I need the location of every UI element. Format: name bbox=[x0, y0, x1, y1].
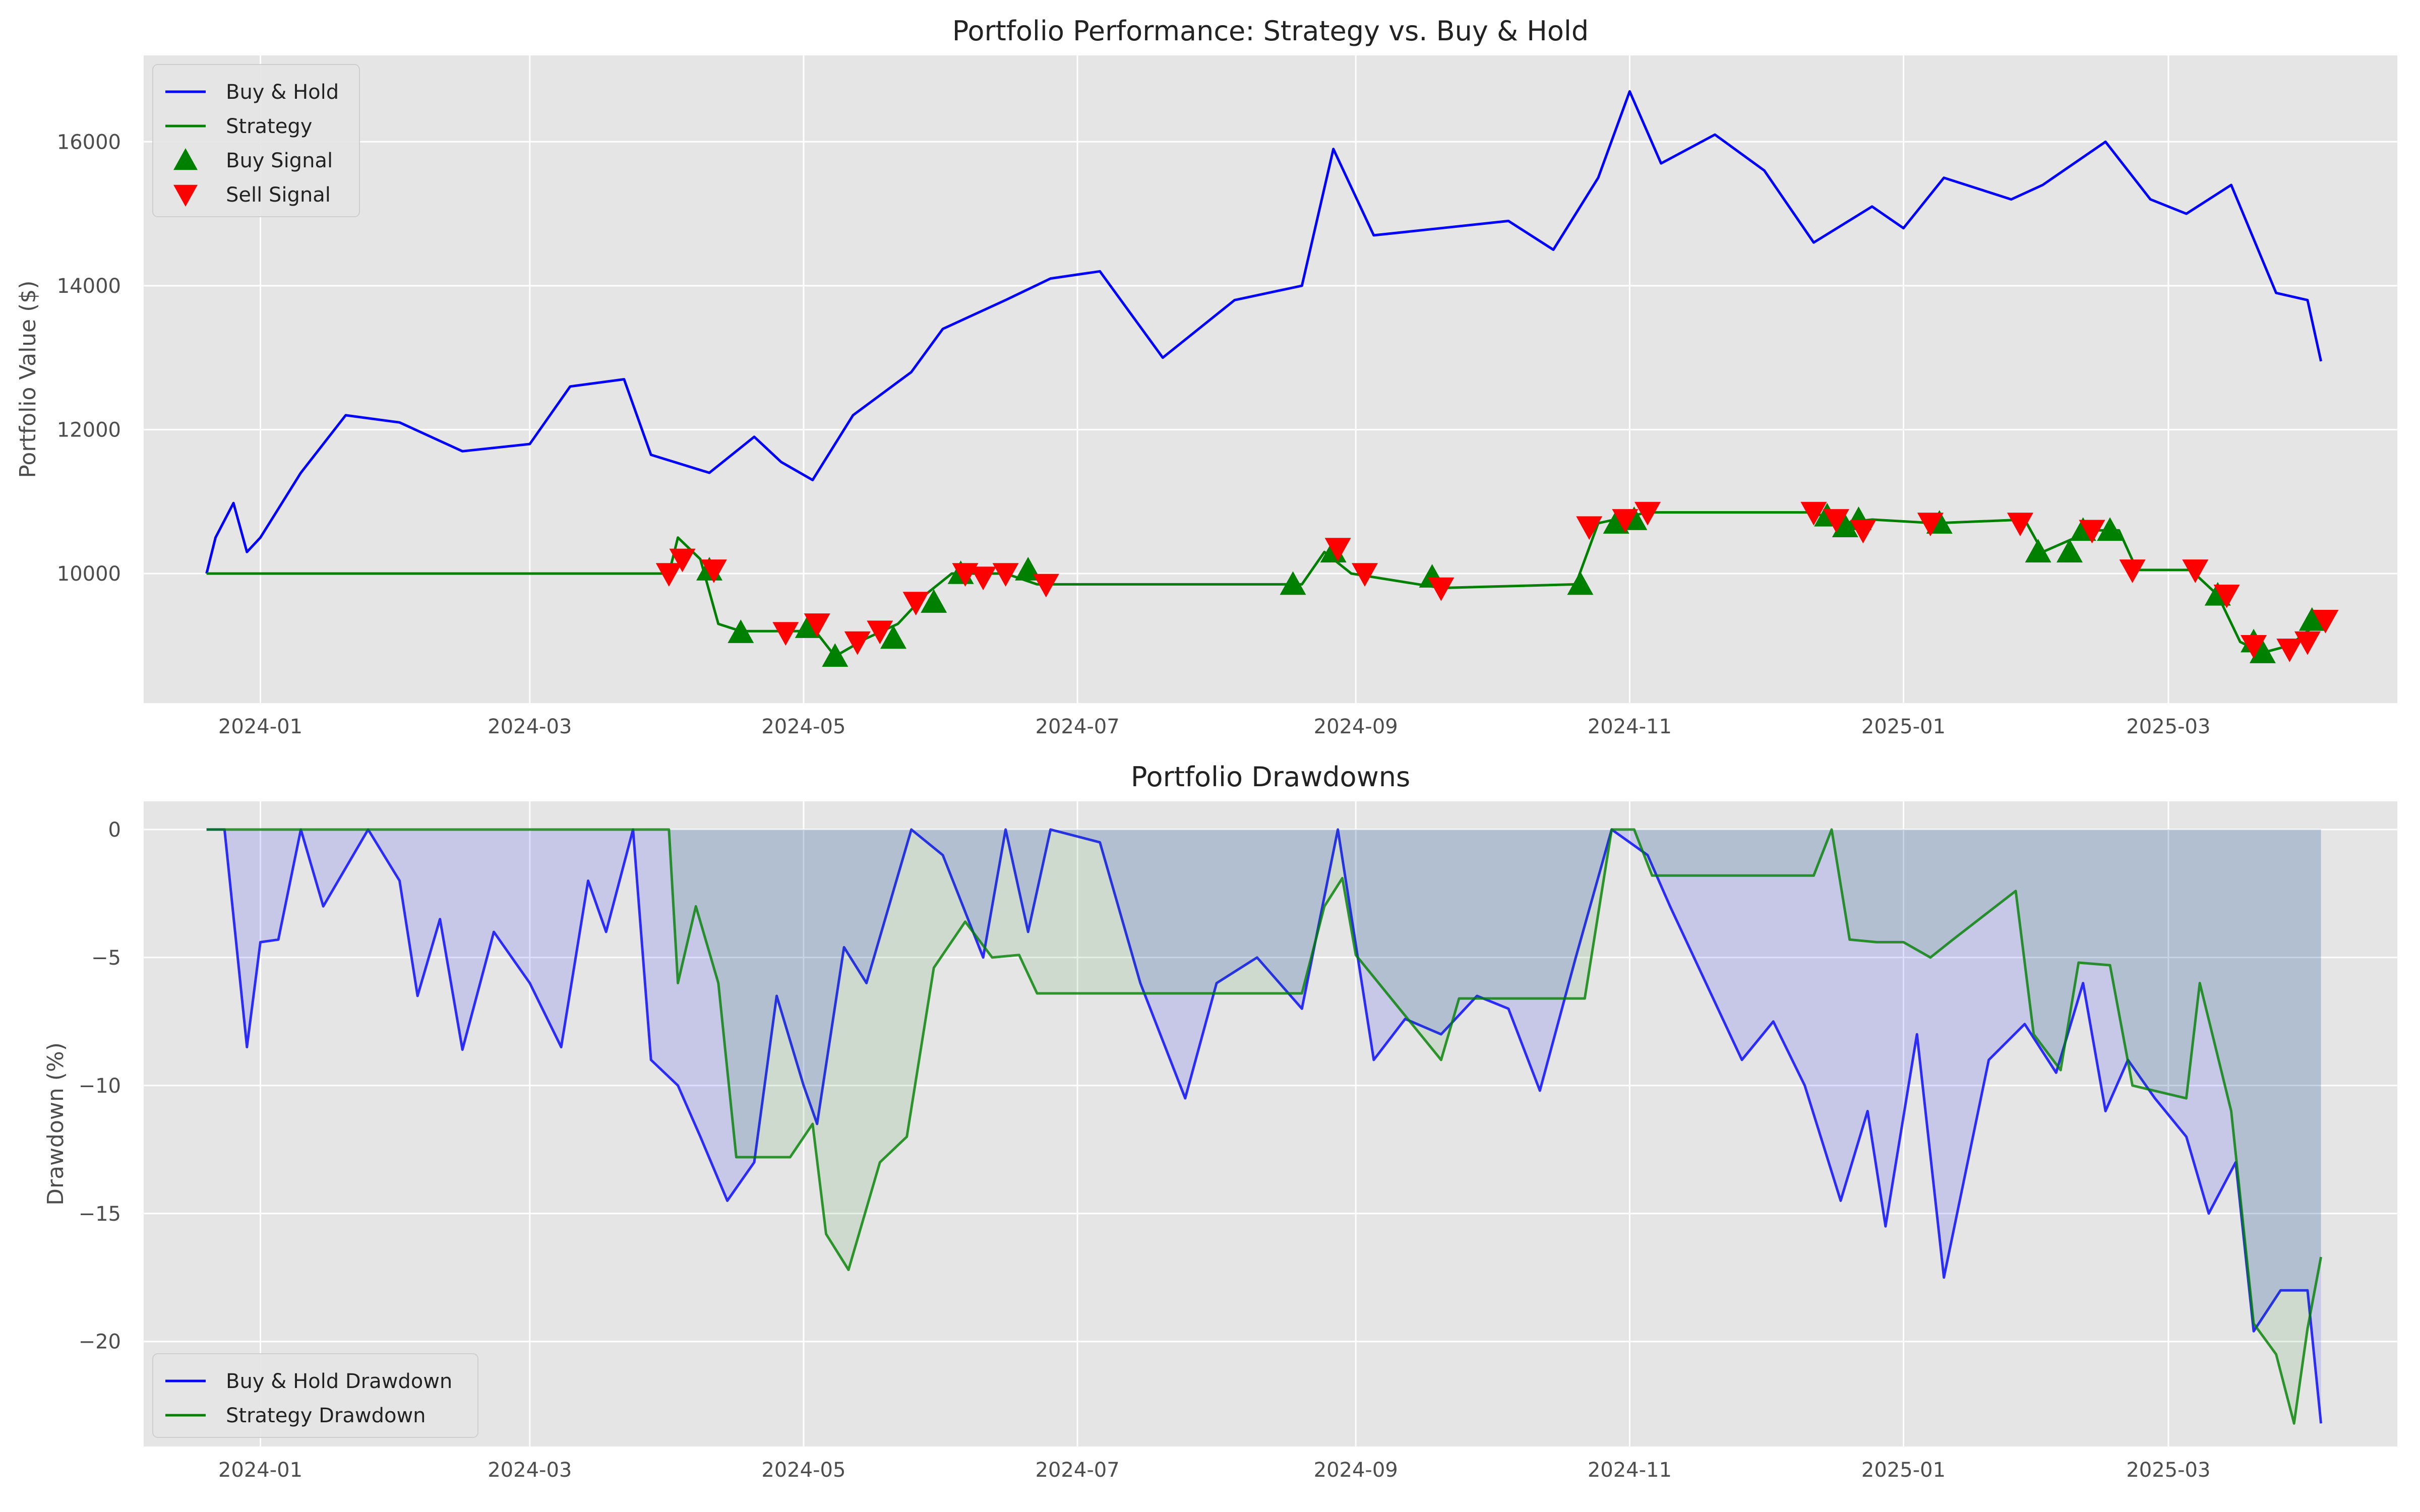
buy-signal-marker bbox=[880, 625, 906, 649]
sell-signal-marker bbox=[1324, 538, 1351, 561]
sell-signal-marker bbox=[2119, 559, 2146, 583]
x-tick-label: 2025-01 bbox=[1861, 1459, 1946, 1482]
panel-1: Portfolio Performance: Strategy vs. Buy … bbox=[15, 15, 2397, 738]
sell-signal-marker bbox=[867, 620, 893, 645]
legend-box bbox=[152, 64, 360, 217]
series-line-1 bbox=[206, 828, 2323, 1424]
y-tick-label: −10 bbox=[79, 1075, 121, 1098]
x-tick-label: 2024-07 bbox=[1036, 715, 1120, 738]
sell-signal-marker bbox=[772, 622, 799, 646]
legend-marker-swatch bbox=[173, 184, 198, 207]
sell-signal-marker bbox=[2276, 639, 2303, 662]
y-tick-label: −20 bbox=[79, 1331, 121, 1354]
sell-signal-marker bbox=[1850, 520, 1877, 544]
sell-signal-marker bbox=[2241, 635, 2267, 659]
y-tick-label: 0 bbox=[108, 818, 121, 842]
sell-signal-marker bbox=[1635, 501, 1661, 526]
y-axis-label: Portfolio Value ($) bbox=[15, 280, 41, 478]
x-tick-label: 2024-09 bbox=[1314, 1459, 1398, 1482]
sell-signal-marker bbox=[2007, 513, 2033, 537]
x-tick-label: 2024-05 bbox=[761, 715, 845, 738]
sell-signal-marker bbox=[844, 631, 871, 655]
legend-box bbox=[152, 1353, 478, 1438]
x-tick-label: 2025-03 bbox=[2126, 715, 2210, 738]
sell-signal-marker bbox=[1033, 574, 1059, 598]
chart-title: Portfolio Performance: Strategy vs. Buy … bbox=[952, 15, 1589, 47]
plot-area bbox=[144, 801, 2397, 1446]
legend-label: Sell Signal bbox=[226, 183, 331, 207]
y-tick-label: 10000 bbox=[57, 562, 121, 586]
x-tick-label: 2024-03 bbox=[488, 715, 572, 738]
y-axis-label: Drawdown (%) bbox=[43, 1042, 69, 1206]
y-tick-label: 14000 bbox=[57, 275, 121, 298]
buy-signal-marker bbox=[921, 589, 947, 613]
buy-signal-marker bbox=[2025, 539, 2051, 562]
sell-signal-marker bbox=[655, 563, 682, 587]
sell-signal-marker bbox=[1800, 501, 1827, 526]
plot-area bbox=[144, 55, 2397, 703]
x-tick-label: 2024-11 bbox=[1588, 1459, 1672, 1482]
sell-signal-marker bbox=[700, 559, 727, 583]
legend-label: Strategy bbox=[226, 115, 312, 138]
x-tick-label: 2024-01 bbox=[218, 1459, 302, 1482]
sell-signal-marker bbox=[2294, 631, 2321, 655]
buy-signal-marker bbox=[2097, 517, 2124, 541]
sell-signal-marker bbox=[2213, 585, 2240, 608]
series-fill-1 bbox=[206, 829, 2321, 1424]
legend: Buy & Hold Strategy Buy Signal Sell Signal bbox=[152, 64, 360, 217]
sell-signal-marker bbox=[2079, 520, 2105, 544]
sell-signal-marker bbox=[902, 592, 929, 616]
panel-2: Portfolio Drawdowns Drawdown (%) 2024-01 20… bbox=[43, 761, 2397, 1482]
x-tick-label: 2024-05 bbox=[761, 1459, 845, 1482]
series-line-2 bbox=[206, 828, 2323, 1425]
x-tick-label: 2024-09 bbox=[1314, 715, 1398, 738]
x-tick-label: 2024-07 bbox=[1036, 1459, 1120, 1482]
legend-label: Buy & Hold bbox=[226, 81, 339, 104]
legend-marker-swatch bbox=[173, 148, 198, 170]
legend-label: Strategy Drawdown bbox=[226, 1404, 426, 1427]
y-tick-label: −5 bbox=[91, 947, 121, 970]
sell-signal-marker bbox=[992, 563, 1019, 587]
legend-label: Buy & Hold Drawdown bbox=[226, 1370, 452, 1393]
sell-signal-marker bbox=[1823, 509, 1849, 533]
sell-signal-marker bbox=[1612, 509, 1639, 533]
buy-signal-marker bbox=[1567, 571, 1594, 595]
sell-signal-marker bbox=[1576, 516, 1603, 540]
legend-label: Buy Signal bbox=[226, 149, 333, 172]
sell-signal-marker bbox=[1352, 563, 1378, 587]
sell-signal-marker bbox=[970, 566, 997, 591]
y-tick-label: 16000 bbox=[57, 131, 121, 154]
buy-signal-marker bbox=[1832, 514, 1858, 537]
signal-group-2 bbox=[655, 501, 2339, 662]
buy-signal-marker bbox=[822, 643, 849, 667]
x-tick-label: 2024-03 bbox=[488, 1459, 572, 1482]
y-tick-label: −15 bbox=[79, 1203, 121, 1226]
x-tick-label: 2025-01 bbox=[1861, 715, 1946, 738]
legend: Buy & Hold Drawdown Strategy Drawdown bbox=[152, 1353, 478, 1438]
buy-signal-marker bbox=[2056, 539, 2083, 562]
x-tick-label: 2024-11 bbox=[1588, 715, 1672, 738]
series-fill-2 bbox=[206, 829, 2321, 1424]
sell-signal-marker bbox=[1428, 577, 1455, 601]
buy-signal-marker bbox=[728, 619, 754, 643]
sell-signal-marker bbox=[1917, 513, 1944, 537]
x-tick-label: 2024-01 bbox=[218, 715, 302, 738]
buy-signal-marker bbox=[1280, 571, 1306, 595]
sell-signal-marker bbox=[669, 548, 696, 573]
sell-signal-marker bbox=[2182, 559, 2209, 583]
chart-title: Portfolio Drawdowns bbox=[1131, 761, 1410, 793]
sell-signal-marker bbox=[2312, 610, 2339, 634]
y-tick-label: 12000 bbox=[57, 418, 121, 442]
buy-signal-marker bbox=[2249, 640, 2276, 663]
series-line-1 bbox=[205, 90, 2323, 574]
buy-signal-marker bbox=[2298, 607, 2325, 631]
x-tick-label: 2025-03 bbox=[2126, 1459, 2210, 1482]
grid bbox=[144, 55, 2397, 703]
sell-signal-marker bbox=[804, 613, 830, 637]
